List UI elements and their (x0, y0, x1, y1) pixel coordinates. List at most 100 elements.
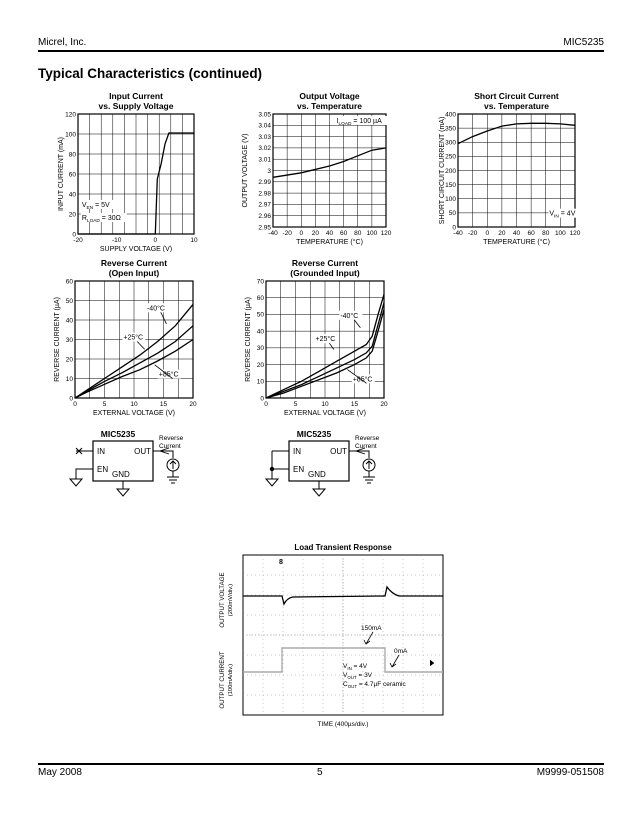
scope-arrow-high (363, 631, 374, 645)
y-tick-label: 100 (445, 196, 456, 203)
y-tick-label: 50 (257, 312, 265, 319)
x-tick-label: 100 (366, 230, 377, 237)
x-tick-label: 5 (294, 401, 298, 408)
x-tick-label: 0 (299, 230, 303, 237)
y-tick-label: 3.02 (258, 145, 271, 152)
x-tick-label: 20 (380, 401, 388, 408)
x-tick-label: 20 (312, 230, 320, 237)
y-tick-label: 0 (69, 395, 73, 402)
circuit-source-arrow (365, 460, 373, 469)
x-tick-label: 10 (130, 401, 138, 408)
y-tick-label: 60 (257, 295, 265, 302)
scope-arrow-low (389, 654, 400, 668)
x-tick-label: 0 (485, 230, 489, 237)
series-line-1 (74, 303, 194, 399)
circuit-pin-out: OUT (134, 447, 151, 456)
y-tick-label: 100 (65, 131, 76, 138)
circuit-note: Reverse (355, 435, 380, 442)
header-rule (38, 50, 604, 52)
y-axis-label: REVERSE CURRENT (µA) (245, 297, 252, 382)
section-title: Typical Characteristics (continued) (38, 66, 263, 81)
annotation-bg (335, 116, 393, 126)
x-tick-label: -20 (468, 230, 478, 237)
series-line-3 (265, 309, 385, 399)
y-tick-label: 350 (445, 125, 456, 132)
y-tick-label: 300 (445, 140, 456, 147)
scope-ylabel-bottom-sub: (100mA/div.) (228, 664, 234, 696)
series-line-3 (74, 338, 194, 399)
y-tick-label: 60 (66, 278, 74, 285)
annotation-pointer (353, 319, 361, 329)
y-axis-label: OUTPUT VOLTAGE (V) (242, 134, 249, 208)
circuit-en-wire (75, 468, 93, 479)
annotation-bg (122, 332, 146, 342)
circuit-ground-symbol (115, 488, 131, 497)
chart-reverse-open: Reverse Current(Open Input) 0 5 10 15 20 0 10 20… (54, 258, 197, 417)
chart-title-line: (Open Input) (109, 268, 160, 278)
series-line-2 (74, 325, 194, 399)
circuit-note: Current (159, 443, 181, 450)
circuit-note: Current (355, 443, 377, 450)
chart-reverse-grounded: Reverse Current(Grounded Input) 0 5 10 15 20 0… (245, 258, 388, 417)
y-tick-label: 20 (257, 362, 265, 369)
circuit-pin-out: OUT (330, 447, 347, 456)
circuit-chip-name: MIC5235 (101, 429, 136, 439)
series-line-1 (265, 294, 385, 399)
chart-title-line: Reverse Current (292, 258, 358, 268)
x-axis-label: EXTERNAL VOLTAGE (V) (284, 410, 366, 417)
chart-title-line: vs. Temperature (484, 101, 549, 111)
circuit-note: Reverse (159, 435, 184, 442)
annotation-label: +25°C (316, 335, 336, 343)
y-tick-label: 40 (257, 328, 265, 335)
y-tick-label: 10 (66, 376, 74, 383)
annotation-bg (157, 369, 181, 379)
y-tick-label: 30 (66, 337, 74, 344)
circuit-source-arrow (169, 460, 177, 469)
x-axis-label: SUPPLY VOLTAGE (V) (100, 246, 172, 252)
y-tick-label: 2.96 (258, 213, 271, 220)
x-tick-label: 10 (190, 237, 198, 244)
x-tick-label: -20 (282, 230, 292, 237)
header-right: MIC5235 (563, 37, 604, 48)
annotation-bg (351, 374, 375, 384)
y-tick-label: 2.95 (258, 224, 271, 231)
y-tick-label: 0 (72, 231, 76, 238)
circuit-current-arrow (158, 447, 170, 455)
annotation-label: +85°C (353, 375, 373, 383)
circuit-earth-symbol (363, 476, 375, 484)
x-tick-label: 0 (264, 401, 268, 408)
y-axis-label: INPUT CURRENT (mA) (58, 137, 65, 211)
circuit-chip-name: MIC5235 (297, 429, 332, 439)
scope-label-low: 0mA (394, 648, 408, 655)
circuit-pin-in: IN (97, 447, 105, 456)
y-tick-label: 70 (257, 278, 265, 285)
y-tick-label: 3.05 (258, 111, 271, 118)
annotation-pointer (160, 312, 167, 325)
annotation-label: RLOAD = 30Ω (82, 215, 121, 224)
footer-doc-number: M9999-051508 (536, 767, 604, 778)
y-tick-label: 250 (445, 154, 456, 161)
x-tick-label: -40 (453, 230, 463, 237)
y-tick-label: 80 (69, 151, 77, 158)
y-axis-label: SHORT CIRCUIT CURRENT (mA) (439, 117, 446, 225)
scope-current-trace (243, 647, 443, 673)
chart-title-line: Reverse Current (101, 258, 167, 268)
y-tick-label: 3 (267, 168, 271, 175)
y-tick-label: 20 (69, 211, 77, 218)
series-line-1 (272, 147, 387, 178)
circuit-pin-gnd: GND (308, 470, 326, 479)
annotation-label: VIN = 4V (549, 211, 575, 220)
x-axis-label: TEMPERATURE (°C) (296, 238, 363, 246)
footer-rule (38, 763, 604, 765)
annotation-bg (314, 334, 338, 344)
plot-frame (272, 113, 387, 228)
annotation-pointer (154, 364, 173, 379)
series-line-2 (265, 302, 385, 399)
circuit-chip-box (288, 440, 350, 482)
y-tick-label: 2.99 (258, 179, 271, 186)
y-tick-label: 40 (69, 191, 77, 198)
